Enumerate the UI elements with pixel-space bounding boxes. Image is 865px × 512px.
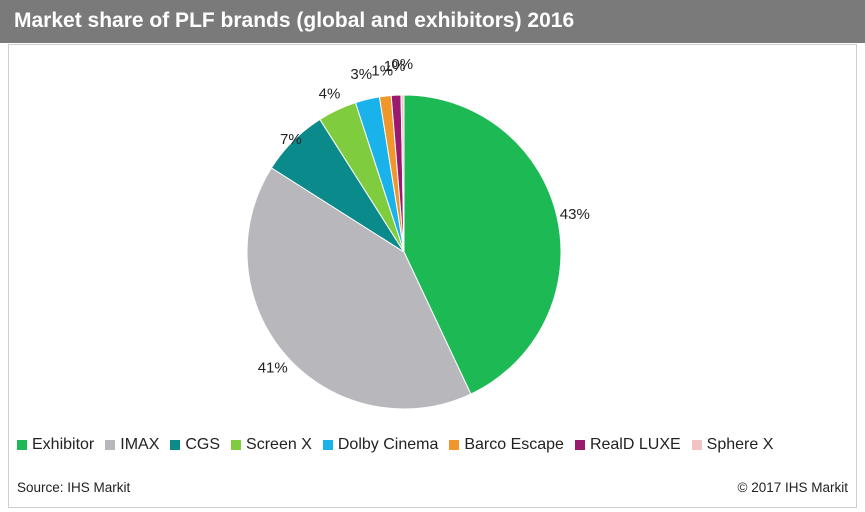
legend-label: Dolby Cinema [337, 436, 439, 453]
legend-label: Barco Escape [464, 436, 564, 453]
legend-swatch [449, 440, 460, 450]
legend-swatch [17, 440, 27, 450]
pie-slice-imax [246, 167, 472, 410]
legend-label: Screen X [246, 436, 312, 453]
legend-swatch [322, 440, 333, 450]
legend-swatch [170, 440, 181, 450]
legend-item-cgs: CGS [170, 436, 220, 454]
legend-swatch [574, 440, 585, 450]
data-label-dolby-cinema: 3% [350, 66, 372, 83]
legend-swatch [231, 440, 242, 450]
data-label-cgs: 7% [280, 131, 302, 148]
legend-item-barco-escape: Barco Escape [449, 436, 564, 454]
legend-label: Exhibitor [32, 436, 95, 453]
legend-item-exhibitor: Exhibitor [17, 436, 94, 454]
legend-item-imax: IMAX [105, 436, 159, 454]
legend-swatch [691, 440, 702, 450]
chart-title: Market share of PLF brands (global and e… [14, 9, 575, 32]
pie-slice-exhibitor [403, 94, 562, 395]
title-bar: Market share of PLF brands (global and e… [0, 0, 865, 43]
data-label-exhibitor: 43% [560, 206, 590, 223]
legend-item-dolby-cinema: Dolby Cinema [322, 436, 439, 454]
data-label-imax: 41% [258, 360, 288, 377]
data-label-reald-luxe: 1% [384, 58, 406, 75]
legend-label: IMAX [120, 436, 160, 453]
legend-label: Sphere X [706, 436, 774, 453]
chart-frame [8, 44, 857, 508]
legend-item-reald-luxe: RealD LUXE [574, 436, 681, 454]
data-label-barco-escape: 1% [371, 62, 393, 79]
pie-slice-sphere-x [400, 94, 405, 253]
legend-item-sphere-x: Sphere X [691, 436, 774, 454]
legend-swatch [105, 440, 116, 450]
copyright-note: © 2017 IHS Markit [737, 480, 849, 495]
legend: Exhibitor IMAX CGS Screen X Dolby Cinema Barc… [17, 434, 784, 456]
legend-label: CGS [185, 436, 221, 453]
source-note: Source: IHS Markit [17, 480, 131, 495]
legend-label: RealD LUXE [589, 436, 681, 453]
data-label-sphere-x: 0% [391, 56, 413, 73]
data-label-screen-x: 4% [319, 86, 341, 103]
legend-item-screen-x: Screen X [231, 436, 312, 454]
